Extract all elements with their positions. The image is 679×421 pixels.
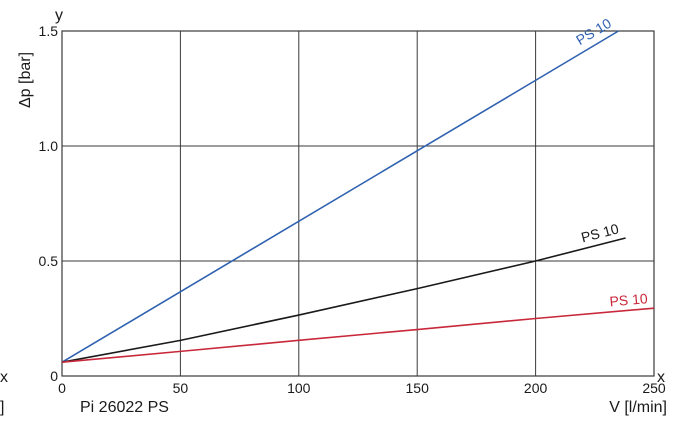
tick-labels: 0 50 100 150 200 250 0 0.5 1.0 1.5 [39,23,666,396]
plot-border [61,30,655,377]
series-line-1 [61,237,626,363]
grid [62,31,654,376]
edge-fragment-x: x [0,369,8,386]
x-tick-label-5: 250 [642,380,666,396]
series-line-0 [61,30,619,363]
y-axis-label: Δp [bar] [17,52,34,108]
plot-frame [61,30,655,377]
y-tick-label-1: 0.5 [39,253,59,269]
x-tick-label-1: 50 [173,380,189,396]
x-tick-label-3: 150 [406,380,430,396]
series-label-2: PS 10 [609,290,649,309]
y-axis-letter: y [55,7,63,24]
edge-fragment-bracket: ] [0,399,4,416]
series-line-2 [61,307,655,363]
x-tick-label-2: 100 [287,380,311,396]
chart-caption: Pi 26022 PS [80,399,169,416]
y-tick-label-2: 1.0 [39,138,59,154]
x-tick-label-4: 200 [524,380,548,396]
y-tick-label-0: 0 [50,368,58,384]
y-tick-label-3: 1.5 [39,23,59,39]
x-axis-letter: x [657,369,665,386]
x-axis-label: V [l/min] [609,399,667,416]
series-lines [61,30,655,363]
x-tick-label-0: 0 [58,380,66,396]
series-label-0: PS 10 [573,15,614,48]
